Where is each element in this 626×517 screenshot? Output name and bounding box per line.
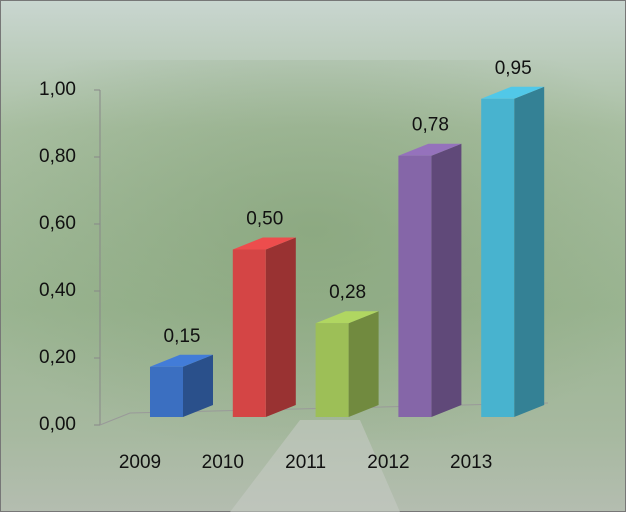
x-tick-label: 2009 — [119, 452, 161, 473]
bar-side — [348, 311, 379, 417]
y-tick-label: 0,20 — [39, 347, 76, 368]
x-tick-label: 2013 — [450, 452, 492, 473]
bar-top — [398, 143, 462, 156]
value-label: 0,28 — [329, 282, 366, 303]
road — [230, 420, 400, 512]
bar-top — [481, 86, 545, 99]
bar — [398, 155, 432, 417]
value-label: 0,15 — [164, 326, 201, 347]
y-tick-label: 0,80 — [39, 146, 76, 167]
value-label: 0,50 — [246, 209, 283, 230]
bar-side — [265, 237, 296, 417]
y-tick-label: 1,00 — [39, 79, 76, 100]
bar — [232, 249, 266, 417]
x-tick-label: 2010 — [202, 452, 244, 473]
y-tick-label: 0,00 — [39, 414, 76, 435]
bar-top — [315, 311, 379, 324]
bar-side — [514, 86, 545, 417]
value-label: 0,78 — [412, 115, 449, 136]
x-tick-label: 2012 — [367, 452, 409, 473]
x-tick-label: 2011 — [285, 452, 326, 473]
bar-top — [232, 237, 296, 250]
bar-side — [431, 143, 462, 417]
bar — [481, 98, 515, 417]
bar-side — [183, 354, 213, 417]
bar — [150, 366, 183, 417]
bar-top — [150, 354, 213, 367]
value-label: 0,95 — [495, 58, 532, 79]
y-tick-label: 0,60 — [39, 213, 76, 234]
bar — [315, 323, 349, 417]
y-tick-label: 0,40 — [39, 280, 76, 301]
